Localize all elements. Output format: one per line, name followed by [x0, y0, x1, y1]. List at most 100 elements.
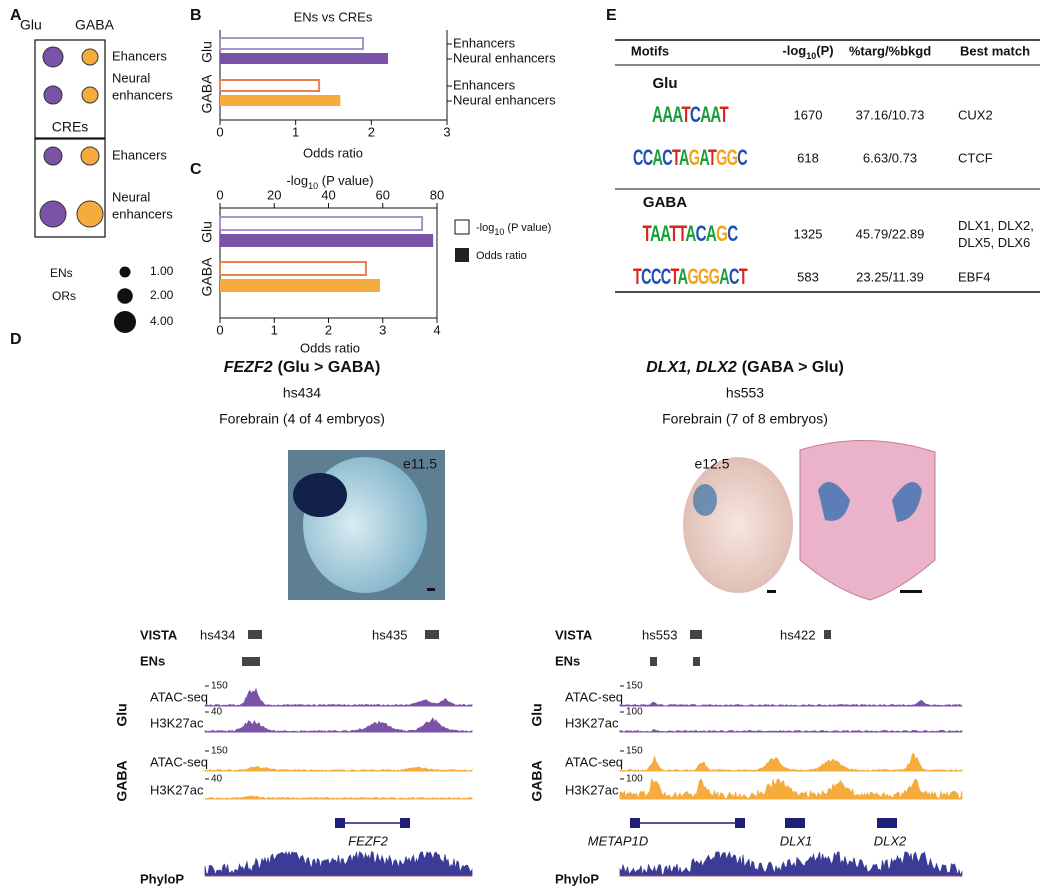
box [34, 138, 106, 238]
dot [43, 146, 63, 166]
dot [39, 200, 67, 228]
motif-letter: C [662, 145, 672, 170]
motif-letter: T [719, 102, 729, 127]
dot [42, 46, 64, 68]
signal-track [619, 777, 963, 801]
size-legend-dot [117, 288, 133, 304]
label: 3 [443, 124, 450, 139]
label: Neural enhancers [453, 92, 556, 107]
label: hs434 [283, 385, 321, 401]
motif-logo: CCACTAGATGGC [633, 145, 748, 170]
label-part: -log [476, 222, 494, 234]
label: 0 [216, 187, 223, 202]
en-element [242, 657, 260, 666]
exon [887, 818, 897, 828]
gene-name: FEZF2 [224, 359, 273, 376]
motif-letter: T [708, 145, 717, 170]
exon [735, 818, 745, 828]
label: ENs vs CREs [294, 9, 373, 24]
motif-letter: C [727, 221, 738, 246]
label: e12.5 [694, 456, 729, 472]
motif-letter: C [633, 145, 643, 170]
scale-bar [767, 590, 776, 593]
signal-track [204, 850, 473, 877]
label: -log10(P) [782, 43, 833, 61]
motif-letter: T [739, 264, 748, 289]
label: Forebrain (4 of 4 embryos) [219, 411, 385, 427]
stain [293, 473, 347, 517]
size-legend-dot [119, 266, 131, 278]
label: 1325 [794, 226, 823, 241]
motif-letter: G [687, 264, 698, 289]
motif-letter: G [727, 145, 738, 170]
label: 2 [325, 322, 332, 337]
motif-letter: G [716, 221, 727, 246]
dot [76, 200, 104, 228]
motif-letter: T [678, 221, 688, 246]
label: ATAC-seq [150, 689, 208, 704]
motif-letter: G [716, 145, 727, 170]
label: H3K27ac [565, 715, 619, 730]
label: -log10 (P value) [476, 222, 551, 237]
label: -log10 (P value) [286, 173, 373, 191]
motif-letter: A [719, 264, 730, 289]
label: 150 [626, 681, 643, 692]
label: Glu [114, 703, 130, 726]
label: 1670 [794, 107, 823, 122]
label: ORs [52, 289, 76, 303]
label: DLX5, DLX6 [958, 235, 1030, 250]
label: Odds ratio [476, 250, 527, 262]
label: H3K27ac [150, 715, 204, 730]
motif-letter: G [698, 264, 709, 289]
motif-letter: A [672, 102, 683, 127]
label: 0 [216, 124, 223, 139]
motif-letter: C [651, 264, 662, 289]
motif-letter: A [700, 102, 711, 127]
label: 150 [626, 746, 643, 757]
label: 40 [211, 774, 223, 785]
motif-letter: T [643, 221, 653, 246]
signal-track [619, 753, 963, 772]
exon [877, 818, 887, 828]
label-subscript: 10 [806, 51, 816, 61]
label: 2.00 [150, 288, 174, 302]
label: 2 [368, 124, 375, 139]
label: e11.5 [403, 456, 437, 472]
bar-outline [219, 216, 424, 231]
legend-swatch [454, 219, 470, 235]
label: GABA [114, 760, 130, 801]
label: ENs [555, 653, 580, 668]
label: Ehancers [112, 147, 167, 162]
stain [693, 484, 717, 516]
motif-letter: A [652, 145, 662, 170]
label: 618 [797, 150, 819, 165]
label: DLX1 [780, 833, 813, 848]
dot [81, 86, 99, 104]
label: PhyloP [555, 871, 599, 886]
box [34, 39, 106, 139]
signal-track [619, 851, 963, 878]
motif-logo: AAATCAAT [652, 102, 729, 127]
label: 100 [626, 707, 643, 718]
label: Neural [112, 70, 150, 85]
bar-outline [219, 261, 367, 276]
label-part: (P) [816, 43, 833, 58]
bar [220, 279, 381, 292]
label-part: (P value) [504, 222, 551, 234]
label: %targ/%bkgd [849, 43, 931, 58]
label: 40 [321, 187, 335, 202]
label: 4.00 [150, 314, 174, 328]
label: EBF4 [958, 269, 991, 284]
label: DLX1, DLX2, [958, 218, 1034, 233]
label: E [606, 7, 617, 24]
label: Neural enhancers [453, 50, 556, 65]
label: H3K27ac [150, 782, 204, 797]
heading: DLX1, DLX2 (GABA > Glu) [646, 359, 844, 376]
label: FEZF2 [348, 833, 388, 848]
label: Glu [199, 221, 215, 243]
motif-letter: C [737, 145, 747, 170]
motif-letter: C [643, 145, 653, 170]
label: 1 [292, 124, 299, 139]
label: GABA [199, 74, 215, 114]
label: Glu [199, 41, 215, 63]
